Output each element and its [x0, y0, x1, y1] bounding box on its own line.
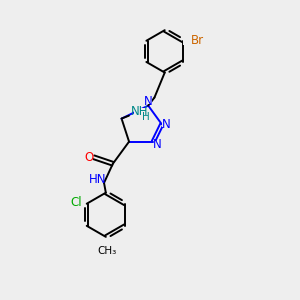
- Text: N: N: [153, 138, 162, 151]
- Text: O: O: [85, 151, 94, 164]
- Bar: [70, 199, 82, 206]
- Bar: [154, 141, 161, 148]
- Text: N: N: [144, 95, 153, 108]
- Bar: [91, 176, 104, 183]
- Text: CH₃: CH₃: [98, 246, 117, 256]
- Text: NH: NH: [130, 105, 148, 118]
- Text: Cl: Cl: [70, 196, 82, 209]
- Bar: [145, 98, 152, 104]
- Bar: [134, 108, 149, 120]
- Bar: [162, 121, 169, 128]
- Bar: [98, 242, 113, 249]
- Bar: [183, 37, 200, 45]
- Text: Br: Br: [191, 34, 205, 47]
- Bar: [86, 154, 92, 160]
- Text: HN: HN: [89, 173, 106, 186]
- Text: N: N: [161, 118, 170, 131]
- Text: H: H: [142, 112, 150, 122]
